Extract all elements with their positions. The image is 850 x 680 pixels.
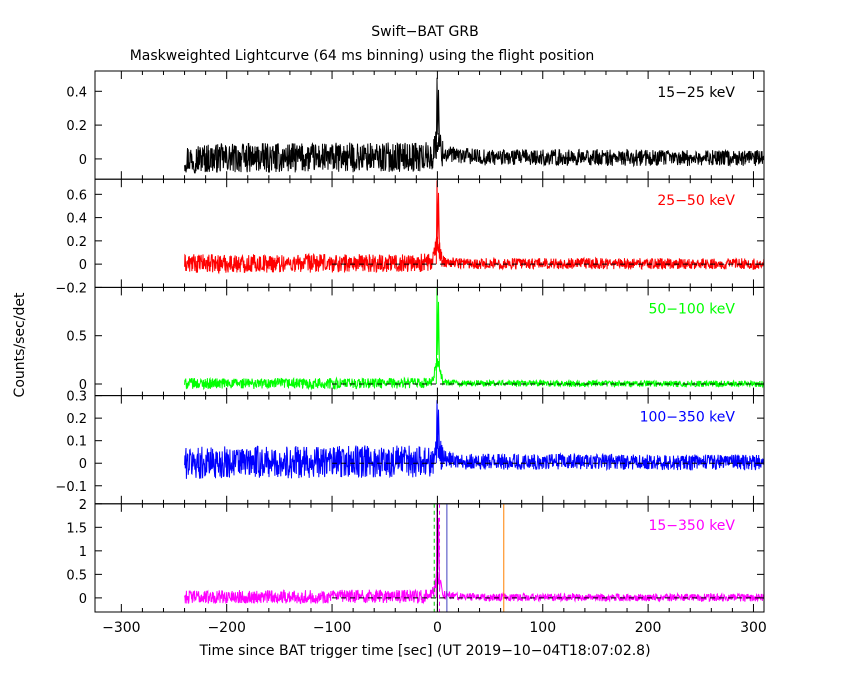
panel-4: −0.1 0 0.1 0.2 0.3 100−350 keV	[55, 390, 765, 505]
x-tick-label: −100	[313, 620, 351, 636]
panels-group: 0 0.2 0.4 15−25 keV −0.2 0 0.2 0.4 0.6 25−50 keV 0…	[55, 70, 767, 636]
x-tick-label: −300	[102, 620, 140, 636]
series-label: 25−50 keV	[657, 193, 735, 209]
x-tick-label: 0	[433, 620, 442, 636]
y-tick-label: 0.6	[66, 188, 87, 203]
panel-1: 0 0.2 0.4 15−25 keV	[66, 70, 765, 180]
y-tick-label: 0	[79, 378, 87, 393]
y-tick-label: 0	[79, 258, 87, 273]
y-tick-label: 0.4	[66, 212, 87, 227]
y-tick-label: 0.1	[66, 435, 87, 450]
y-tick-label: −0.1	[55, 480, 87, 495]
series-label: 15−350 keV	[648, 518, 735, 534]
series-trace	[184, 77, 764, 174]
x-tick-label: −200	[207, 620, 245, 636]
y-tick-label: 1	[79, 545, 87, 560]
y-tick-label: 2	[79, 498, 87, 513]
panel-5: 0 0.5 1 1.5 2 15−350 keV	[66, 498, 765, 613]
x-axis-label: Time since BAT trigger time [sec] (UT 20…	[198, 643, 650, 659]
chart-subtitle: Maskweighted Lightcurve (64 ms binning) …	[130, 48, 595, 64]
x-tick-label: 100	[529, 620, 556, 636]
y-tick-label: 0.4	[66, 85, 87, 100]
y-tick-label: −0.2	[55, 281, 87, 296]
y-tick-label: 0	[79, 457, 87, 472]
series-label: 15−25 keV	[657, 85, 735, 101]
y-tick-label: 1.5	[66, 521, 87, 536]
y-tick-label: 0.5	[66, 330, 87, 345]
series-trace	[184, 400, 764, 479]
panel-3: 0 0.5 50−100 keV	[66, 286, 765, 397]
y-tick-label: 0	[79, 153, 87, 168]
panel-frame	[94, 503, 765, 613]
y-tick-label: 0	[79, 592, 87, 607]
panel-2: −0.2 0 0.2 0.4 0.6 25−50 keV	[55, 178, 765, 296]
y-tick-label: 0.5	[66, 568, 87, 583]
series-label: 100−350 keV	[640, 410, 736, 426]
y-tick-label: 0.2	[66, 119, 87, 134]
y-tick-label: 0.2	[66, 412, 87, 427]
x-tick-label: 300	[740, 620, 767, 636]
series-trace	[184, 287, 764, 391]
y-tick-label: 0.2	[66, 235, 87, 250]
series-label: 50−100 keV	[648, 301, 735, 317]
y-axis-label: Counts/sec/det	[12, 292, 28, 397]
y-tick-label: 0.3	[66, 390, 87, 405]
chart-title: Swift−BAT GRB	[371, 24, 478, 40]
x-tick-label: 200	[635, 620, 662, 636]
